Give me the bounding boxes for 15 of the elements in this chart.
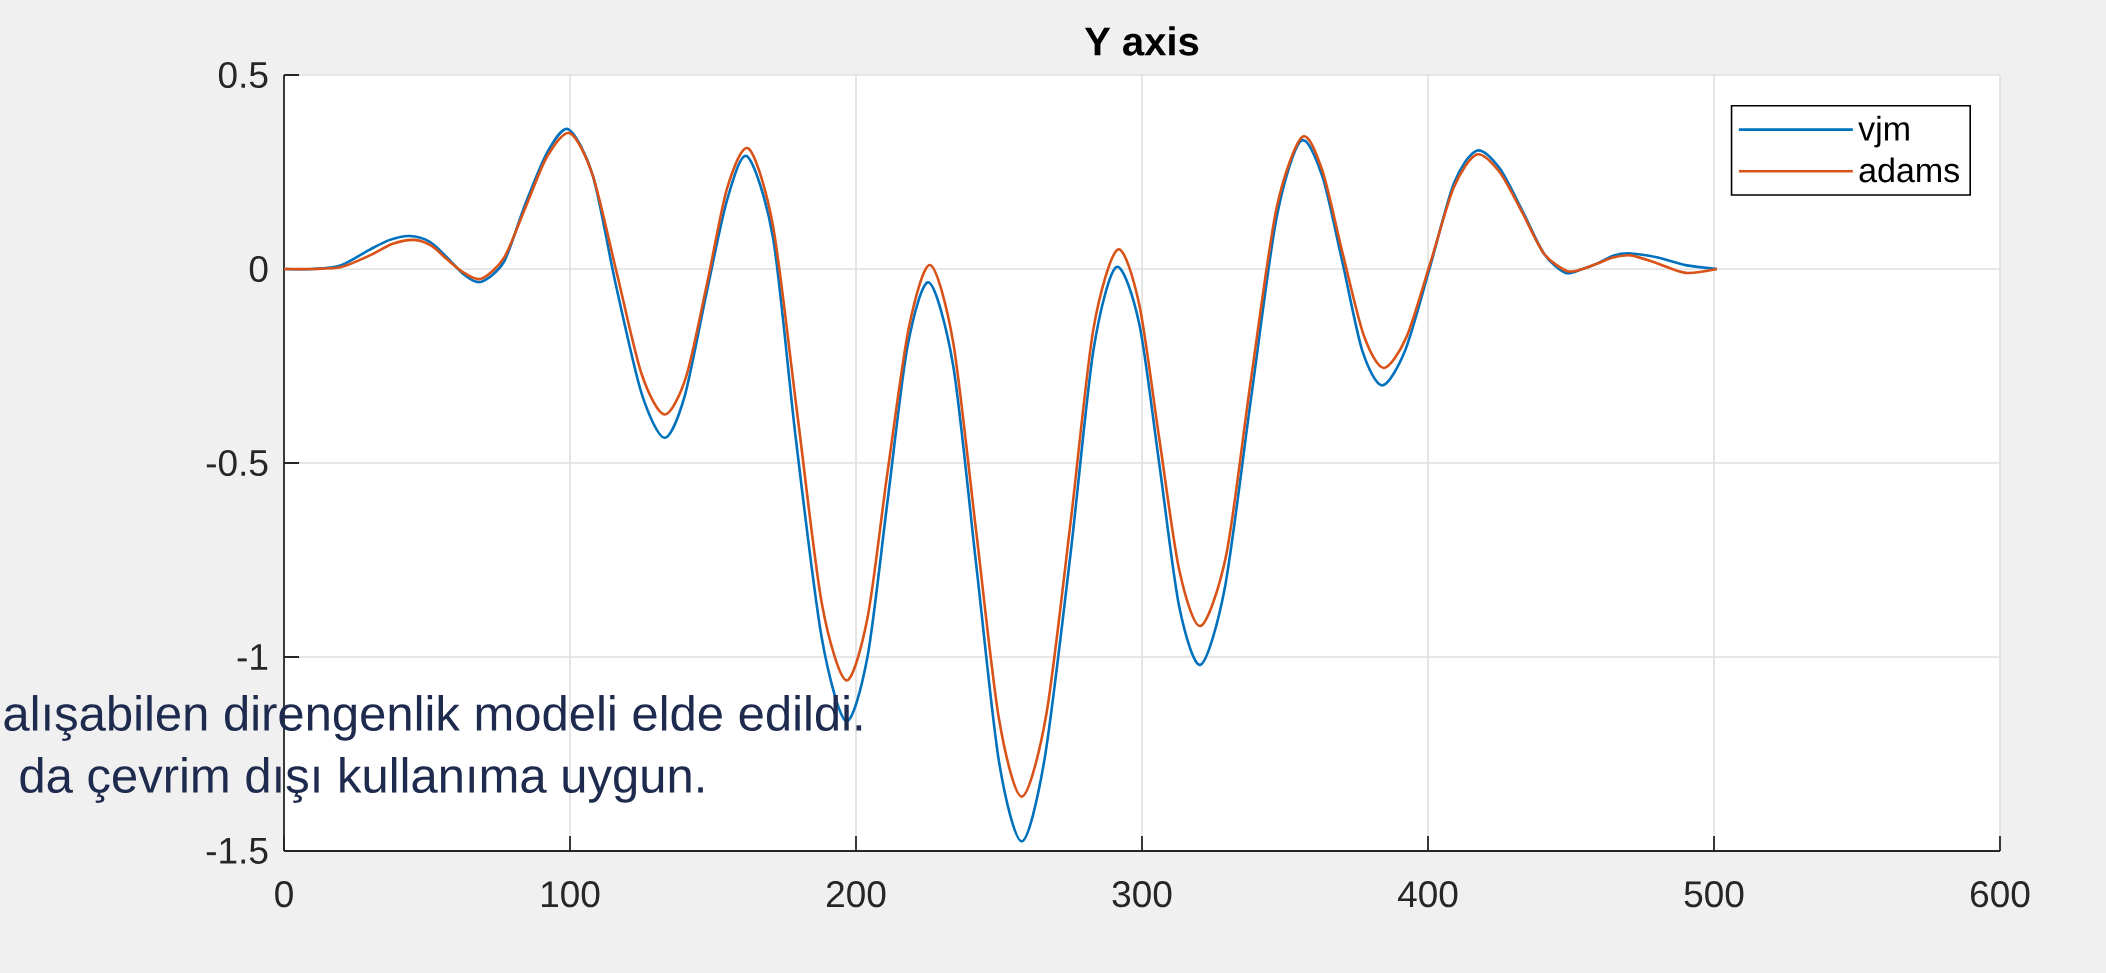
chart-title: Y axis	[1084, 26, 1199, 56]
y-tick-label: 0	[249, 255, 268, 283]
x-tick-label: 500	[1684, 881, 1744, 908]
x-tick-label: 300	[1112, 881, 1172, 908]
y-tick-label: -1	[237, 644, 268, 670]
x-tick-label: 600	[1971, 881, 2030, 908]
y-tick-label: 0.5	[218, 61, 268, 89]
legend-label: adams	[1859, 157, 1959, 183]
y-tick-label: -0.5	[206, 449, 268, 477]
x-tick-label: 200	[826, 881, 886, 908]
x-tick-label: 400	[1397, 881, 1458, 908]
x-tick-label: 0	[275, 881, 293, 908]
x-tick-label: 100	[541, 881, 600, 908]
y-tick-label: -1.5	[206, 838, 268, 864]
legend-label: vjm	[1858, 115, 1909, 148]
